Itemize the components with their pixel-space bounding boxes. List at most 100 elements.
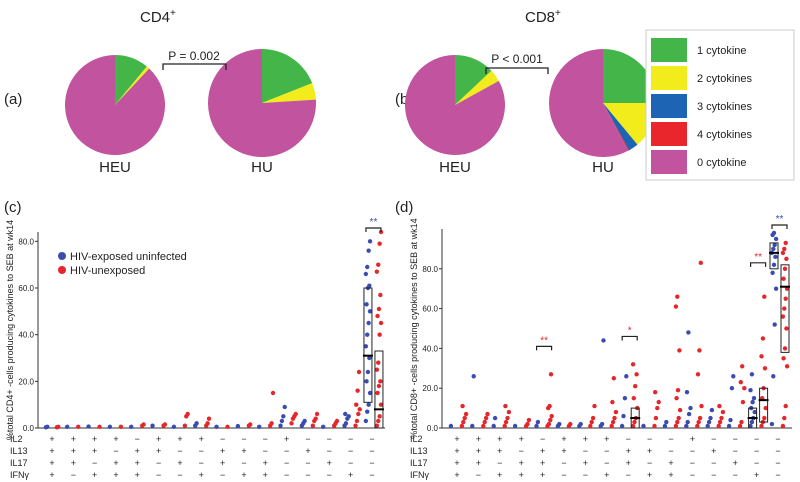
data-point-hu (141, 422, 146, 427)
combo-sign: − (348, 458, 353, 468)
data-point-hu (673, 423, 679, 429)
combo-sign: − (690, 446, 695, 456)
combo-sign: − (668, 434, 673, 444)
combo-sign: + (454, 446, 459, 456)
legend-swatch (651, 150, 687, 174)
data-point-hu (526, 417, 532, 423)
combo-sign: + (177, 458, 182, 468)
data-point-hu (225, 424, 230, 430)
row-label: IFNγ (10, 470, 29, 480)
data-point-hu (782, 266, 788, 271)
combo-sign: + (305, 446, 310, 456)
data-point-hu (549, 413, 554, 419)
combo-sign: − (199, 458, 204, 468)
combo-sign: − (519, 446, 524, 456)
combo-sign: + (113, 434, 118, 444)
data-point-heu (492, 415, 498, 421)
combo-sign: + (540, 446, 545, 456)
pie-label-cd8-heu: HEU (439, 159, 471, 176)
data-point-heu (150, 423, 155, 428)
data-point-hu (483, 415, 489, 421)
significance-bracket (536, 345, 553, 351)
box-hu (374, 350, 384, 429)
legend-label: 1 cytokine (697, 45, 747, 57)
data-point-hu (355, 388, 360, 393)
data-point-heu (364, 379, 369, 384)
data-point-hu (485, 411, 490, 417)
combo-sign: + (92, 446, 97, 456)
y-tick-label: 20.0 (18, 377, 34, 386)
significance-marker: ** (754, 252, 762, 263)
combo-sign: − (626, 434, 631, 444)
legend-swatch (651, 38, 687, 62)
data-point-heu (599, 421, 605, 427)
pie-slice-2-cytokines (262, 83, 316, 103)
data-point-hu (118, 424, 124, 430)
data-point-hu (782, 346, 788, 351)
scatter-legend-label: HIV-exposed uninfected (70, 251, 187, 263)
combo-sign: + (71, 446, 76, 456)
data-point-heu (772, 242, 777, 248)
data-point-hu (248, 422, 253, 427)
data-point-heu (367, 283, 372, 288)
data-point-heu (343, 421, 349, 426)
data-point-hu (378, 379, 383, 384)
pie-charts (65, 49, 657, 157)
data-point-heu (343, 411, 348, 417)
y-tick-label: 0.0 (427, 424, 439, 433)
data-point-hu (590, 415, 596, 421)
data-point-heu (367, 239, 373, 244)
data-point-heu (748, 387, 753, 393)
data-point-hu (354, 402, 359, 407)
data-point-hu (378, 320, 384, 326)
combo-sign: − (647, 458, 652, 468)
data-point-hu (462, 415, 467, 421)
cd8-title: CD8+ (525, 8, 561, 26)
data-point-hu (357, 407, 362, 412)
combo-sign: − (156, 470, 161, 480)
data-point-heu (86, 424, 91, 429)
data-point-heu (622, 395, 628, 401)
combo-sign: + (519, 470, 524, 480)
panel-label-a: (a) (4, 91, 22, 108)
combo-sign: + (668, 458, 673, 468)
data-point-heu (619, 423, 625, 429)
data-point-heu (664, 419, 669, 425)
combo-sign: − (92, 458, 97, 468)
data-point-hu (742, 386, 747, 391)
data-point-heu (771, 374, 776, 379)
y-axis-title: %total CD8+ -cells producing cytokines t… (409, 218, 419, 438)
data-point-hu (762, 415, 767, 421)
data-point-heu (752, 409, 757, 415)
data-point-hu (506, 409, 512, 415)
data-point-hu (375, 313, 380, 319)
data-point-hu (56, 424, 61, 430)
data-point-hu (269, 421, 274, 426)
data-point-heu (471, 374, 476, 379)
combo-sign: + (71, 434, 76, 444)
combo-sign: − (220, 470, 225, 480)
box-heu (769, 242, 779, 270)
data-point-heu (731, 374, 736, 379)
combo-sign: + (690, 434, 695, 444)
row-label: IL2 (410, 434, 423, 444)
combo-sign: − (220, 434, 225, 444)
combo-sign: + (476, 458, 481, 468)
data-point-hu (185, 411, 190, 417)
data-point-heu (769, 421, 775, 427)
combo-sign: − (348, 446, 353, 456)
data-point-heu (257, 424, 262, 430)
data-point-hu (759, 354, 764, 359)
data-point-heu (624, 374, 629, 379)
data-point-heu (363, 271, 369, 277)
combo-sign: − (348, 434, 353, 444)
legend-label: 4 cytokines (697, 129, 753, 141)
data-point-hu (699, 403, 704, 409)
data-point-heu (214, 424, 219, 430)
pie-label-cd4-heu: HEU (99, 159, 131, 176)
significance-marker: * (628, 325, 632, 336)
legend-label: 2 cytokines (697, 73, 753, 85)
y-tick-label: 0.0 (23, 424, 35, 433)
combo-sign: − (327, 446, 332, 456)
combo-sign: − (583, 470, 588, 480)
